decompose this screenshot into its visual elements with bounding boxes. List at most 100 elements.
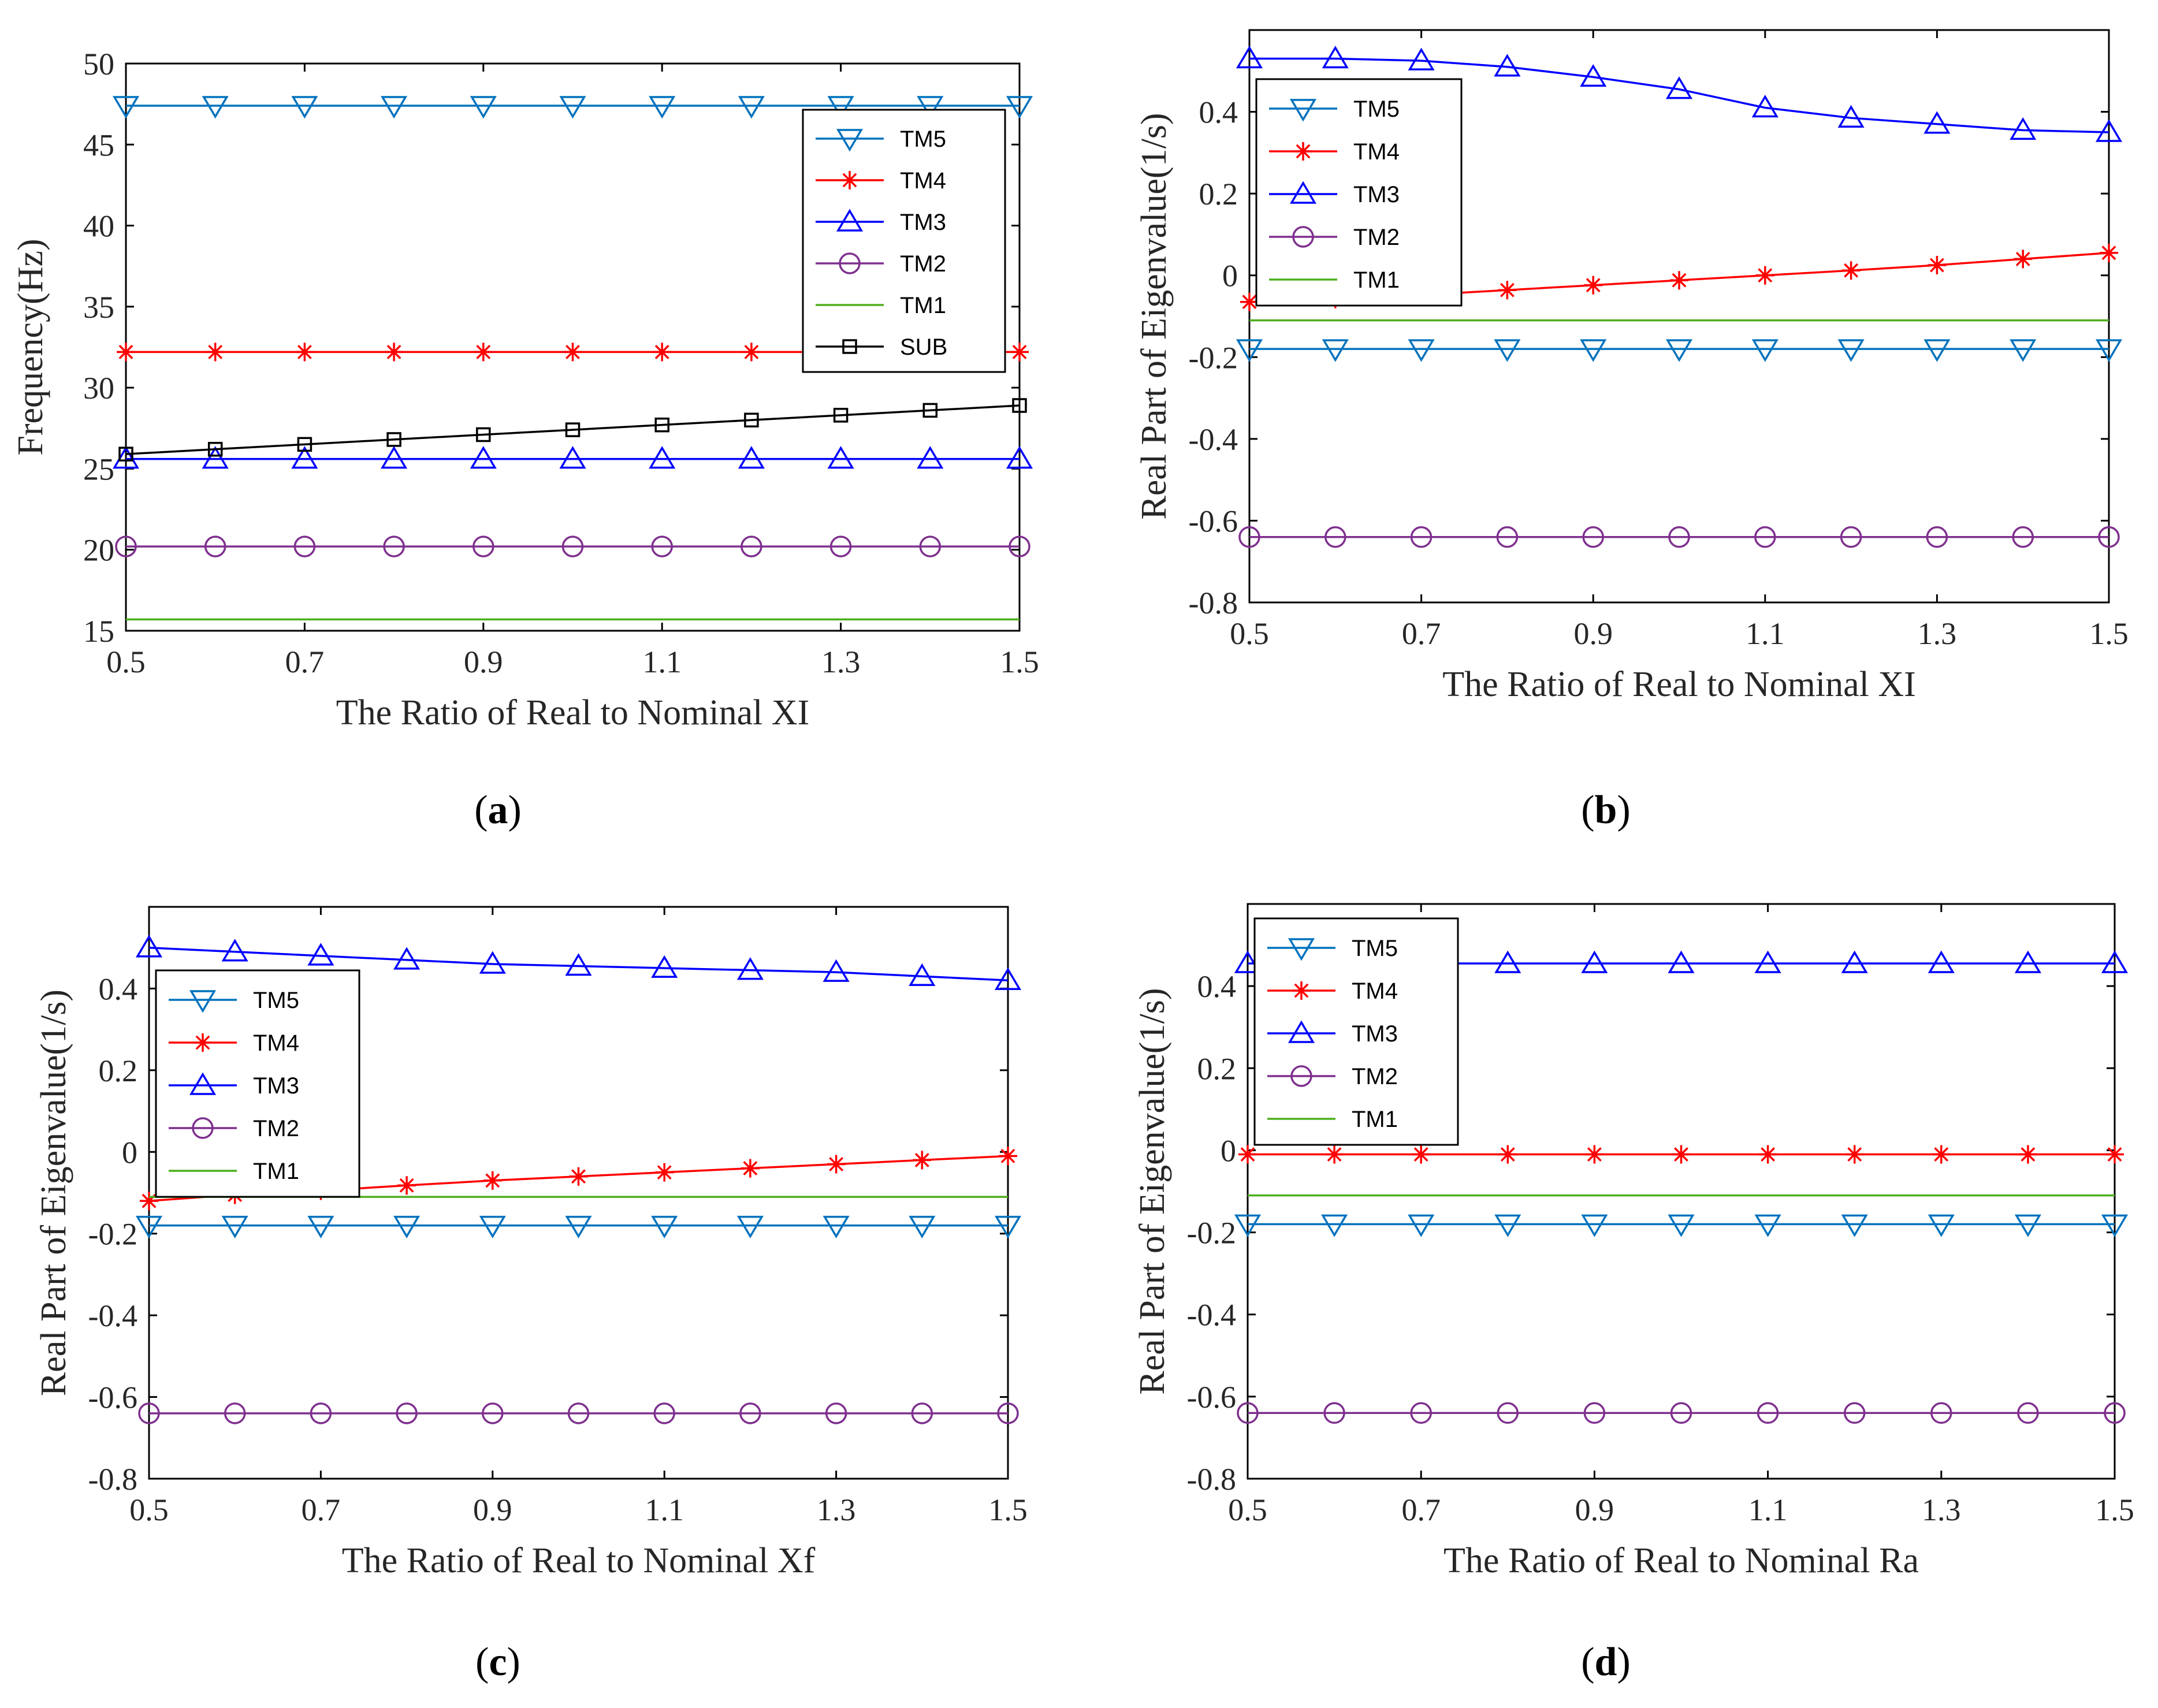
caption-letter: b — [1595, 788, 1617, 832]
data-point-tm2 — [1754, 526, 1776, 548]
data-point-tm3 — [1841, 950, 1868, 973]
legend-label-tm4: TM4 — [1353, 139, 1400, 165]
data-point-tm2 — [2098, 526, 2120, 548]
y-tick-label: 0 — [1221, 1133, 1236, 1168]
data-point-sub — [297, 437, 312, 452]
data-point-sub — [476, 427, 491, 442]
data-point-tm5 — [1668, 1214, 1695, 1237]
data-point-tm3 — [565, 953, 592, 976]
data-point-tm3 — [559, 446, 586, 469]
data-point-tm2 — [653, 1402, 675, 1424]
legend-label-tm3: TM3 — [900, 210, 946, 235]
data-point-tm5 — [1234, 1214, 1262, 1237]
data-point-tm2 — [1237, 1402, 1259, 1424]
legend-label-tm4: TM4 — [1352, 978, 1398, 1004]
legend-marker-tm5 — [836, 129, 864, 152]
data-point-tm4 — [741, 1159, 760, 1178]
data-point-tm3 — [1668, 950, 1695, 973]
data-point-tm3 — [2014, 950, 2041, 973]
x-tick-label: 0.9 — [464, 645, 503, 679]
caption-close: ) — [508, 788, 522, 832]
legend-marker-tm3 — [1288, 1020, 1315, 1043]
x-tick-label: 1.1 — [642, 645, 682, 679]
legend-marker-tm2 — [1292, 226, 1314, 248]
data-point-tm5 — [994, 1215, 1022, 1239]
x-tick-label: 0.9 — [1573, 616, 1613, 651]
data-point-tm3 — [1837, 105, 1865, 128]
x-tick-label: 1.5 — [2095, 1493, 2134, 1527]
data-point-tm2 — [1410, 526, 1433, 548]
data-point-tm5 — [1321, 1214, 1348, 1237]
x-tick-label: 0.9 — [1575, 1493, 1614, 1527]
x-tick-label: 0.9 — [473, 1493, 512, 1527]
y-tick-label: 40 — [83, 209, 114, 244]
data-point-tm2 — [1410, 1402, 1432, 1424]
data-point-tm5 — [202, 96, 229, 119]
data-point-tm5 — [393, 1215, 421, 1239]
data-point-tm3 — [1581, 950, 1608, 973]
data-point-tm5 — [917, 96, 944, 119]
data-point-tm4 — [140, 1192, 158, 1211]
x-tick-label: 1.5 — [988, 1493, 1028, 1527]
legend-box — [802, 109, 1006, 373]
legend-label-sub: SUB — [900, 334, 947, 360]
data-point-tm2 — [1757, 1402, 1779, 1424]
x-tick-label: 1.1 — [645, 1493, 684, 1527]
data-point-tm2 — [1238, 526, 1260, 548]
data-point-tm5 — [291, 96, 318, 119]
data-point-tm3 — [651, 955, 678, 978]
caption-letter: c — [489, 1640, 507, 1684]
y-tick-label: 0.4 — [1197, 969, 1237, 1004]
x-axis-label-d: The Ratio of Real to Nominal Ra — [1443, 1541, 1919, 1580]
data-point-tm5 — [1928, 1214, 1955, 1237]
x-tick-label: 0.5 — [1230, 616, 1269, 651]
data-point-tm5 — [2010, 339, 2037, 362]
x-tick-label: 0.5 — [129, 1493, 169, 1527]
panel-caption-c: (c) — [475, 1640, 520, 1684]
data-point-tm2 — [651, 535, 673, 557]
legend-label-tm1: TM1 — [900, 293, 946, 318]
data-point-tm3 — [135, 935, 163, 958]
legend-marker-tm2 — [1290, 1065, 1312, 1087]
data-point-tm4 — [1240, 292, 1259, 311]
panel-a: 0.5 0.7 0.9 1.1 1.3 1.5 15 20 25 30 35 40 45 50 The Ra… — [11, 47, 1039, 832]
legend-label-tm5: TM5 — [900, 126, 946, 152]
data-point-tm5 — [738, 96, 765, 119]
data-point-tm2 — [1843, 1402, 1866, 1424]
x-tick-label: 1.5 — [2089, 616, 2129, 651]
x-tick-label: 0.7 — [302, 1493, 341, 1527]
data-point-sub — [922, 403, 938, 418]
x-tick-label: 0.5 — [1228, 1493, 1267, 1527]
data-point-tm3 — [649, 446, 676, 469]
data-point-tm5 — [823, 1215, 850, 1239]
data-point-tm4 — [1412, 1145, 1431, 1164]
x-axis-label-c: The Ratio of Real to Nominal Xf — [342, 1541, 816, 1580]
data-point-tm2 — [911, 1402, 933, 1424]
x-tick-label: 0.7 — [1402, 616, 1441, 651]
legend-label-tm3: TM3 — [1352, 1021, 1398, 1047]
legend-label-tm1: TM1 — [1352, 1107, 1398, 1132]
data-point-tm2 — [919, 535, 942, 557]
legend-label-tm2: TM2 — [1352, 1064, 1398, 1089]
data-point-tm4 — [1670, 271, 1688, 290]
data-point-tm2 — [1930, 1402, 1952, 1424]
y-tick-label: -0.8 — [1189, 586, 1238, 620]
legend-marker-tm3 — [189, 1072, 217, 1095]
data-point-tm5 — [1754, 1214, 1781, 1237]
data-point-tm5 — [827, 96, 854, 119]
data-point-tm4 — [1325, 1145, 1344, 1164]
data-point-tm2 — [310, 1402, 332, 1424]
data-point-tm5 — [2095, 339, 2123, 362]
data-point-tm5 — [381, 96, 408, 119]
data-point-tm5 — [479, 1215, 506, 1239]
series-line-tm3 — [148, 946, 1009, 982]
data-point-tm5 — [221, 1215, 248, 1239]
caption-open: ( — [1581, 788, 1594, 832]
legend-label-tm2: TM2 — [253, 1116, 299, 1141]
data-point-tm4 — [1928, 256, 1947, 275]
legend-marker-tm3 — [836, 209, 864, 232]
legend-marker-tm2 — [839, 252, 861, 274]
y-tick-label: 0.2 — [99, 1054, 138, 1088]
x-tick-label: 1.3 — [1922, 1493, 1961, 1527]
data-point-tm4 — [2105, 1145, 2124, 1164]
